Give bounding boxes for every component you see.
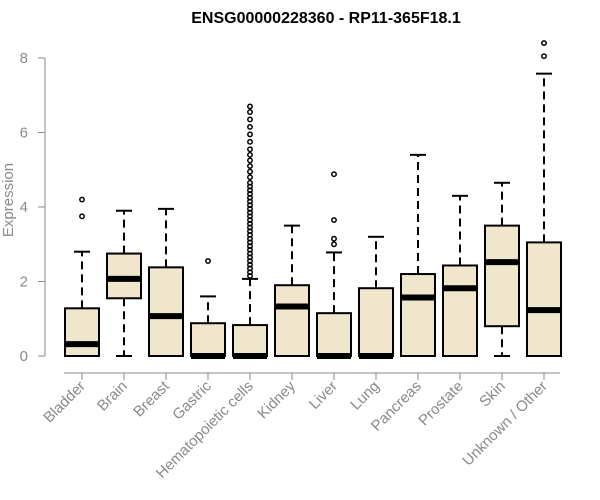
box-pancreas	[400, 153, 436, 357]
outlier-point	[247, 163, 253, 169]
outlier-point	[247, 146, 253, 153]
outlier-point	[79, 196, 85, 203]
outlier-point	[247, 116, 253, 123]
outlier-point	[205, 258, 211, 264]
x-tick-label: Liver	[306, 378, 341, 413]
y-tick-label: 2	[20, 274, 28, 291]
outlier-point	[541, 40, 547, 47]
box-kidney	[274, 224, 310, 358]
box-unknown-other	[526, 40, 562, 357]
box-breast	[148, 207, 184, 357]
iqr-box	[274, 284, 310, 358]
iqr-box	[442, 264, 478, 358]
y-axis-ticks: 0 2 4 6 8	[20, 50, 45, 365]
outlier-point	[79, 213, 85, 220]
y-tick-label: 4	[20, 199, 28, 216]
outlier-point	[247, 138, 253, 145]
outlier-point	[331, 235, 337, 242]
outlier-point	[247, 179, 253, 186]
box-lung	[358, 235, 394, 359]
y-axis-label: Expression	[0, 163, 17, 237]
x-tick-label: Lung	[347, 378, 383, 414]
outlier-point	[247, 109, 253, 115]
box-bladder	[64, 196, 100, 358]
outlier-point	[331, 171, 337, 178]
iqr-box	[148, 266, 184, 357]
outlier-point	[247, 168, 253, 175]
outlier-point	[247, 174, 253, 181]
box-liver	[316, 171, 352, 359]
box-hematopoietic-cells	[232, 103, 268, 359]
iqr-box	[526, 241, 562, 357]
iqr-box	[316, 312, 352, 358]
x-tick-label: Skin	[476, 378, 509, 411]
outlier-point	[331, 217, 337, 223]
iqr-box	[190, 322, 226, 357]
x-tick-label: Breast	[130, 377, 173, 420]
iqr-box	[484, 224, 520, 328]
boxes-group	[64, 40, 562, 359]
x-tick-label: Bladder	[40, 378, 89, 427]
outlier-point	[247, 103, 253, 110]
box-gastric	[190, 258, 226, 359]
box-prostate	[442, 194, 478, 358]
outlier-point	[247, 123, 253, 130]
outlier-point	[247, 157, 253, 164]
iqr-box	[400, 273, 436, 357]
box-brain	[106, 209, 142, 357]
chart-title: ENSG00000228360 - RP11-365F18.1	[191, 10, 461, 27]
box-skin	[484, 181, 520, 357]
iqr-box	[64, 307, 100, 358]
iqr-box	[358, 287, 394, 357]
y-tick-label: 8	[20, 50, 28, 67]
outlier-point	[541, 53, 547, 60]
y-tick-label: 0	[20, 348, 28, 365]
iqr-box	[232, 324, 268, 357]
y-tick-label: 6	[20, 125, 28, 142]
outlier-point	[247, 151, 253, 158]
x-tick-label: Brain	[94, 378, 131, 415]
x-tick-label: Prostate	[415, 378, 467, 430]
x-tick-label: Kidney	[254, 377, 299, 422]
outlier-point	[331, 241, 337, 248]
outlier-point	[247, 131, 253, 138]
